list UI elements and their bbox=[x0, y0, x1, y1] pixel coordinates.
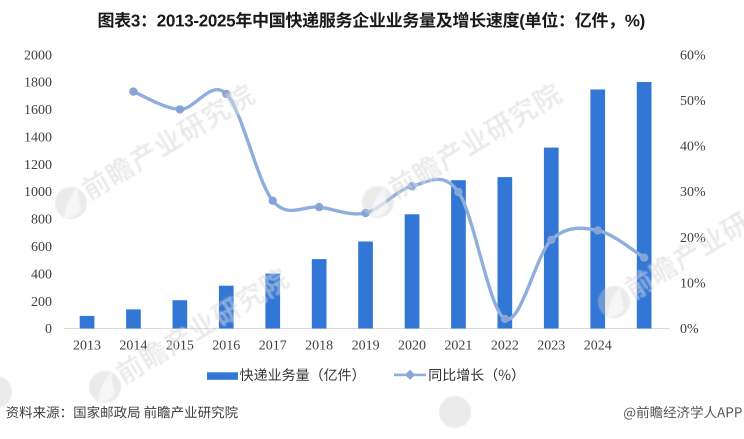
svg-text:30%: 30% bbox=[680, 185, 706, 200]
svg-text:40%: 40% bbox=[680, 140, 706, 155]
svg-text:50%: 50% bbox=[680, 94, 706, 109]
svg-text:1600: 1600 bbox=[24, 103, 52, 118]
svg-text:2020: 2020 bbox=[398, 338, 426, 353]
svg-text:2022: 2022 bbox=[491, 338, 519, 353]
svg-text:2017: 2017 bbox=[259, 338, 287, 353]
svg-text:2013: 2013 bbox=[73, 338, 101, 353]
svg-text:10%: 10% bbox=[680, 277, 706, 292]
svg-text:2023: 2023 bbox=[537, 338, 565, 353]
svg-text:200: 200 bbox=[31, 295, 52, 310]
svg-text:60%: 60% bbox=[680, 48, 706, 63]
svg-text:0: 0 bbox=[45, 322, 52, 337]
svg-text:2019: 2019 bbox=[352, 338, 380, 353]
svg-text:800: 800 bbox=[31, 213, 52, 228]
svg-text:2014: 2014 bbox=[119, 338, 147, 353]
svg-text:0%: 0% bbox=[680, 322, 699, 337]
svg-text:2018: 2018 bbox=[305, 338, 333, 353]
svg-text:2021: 2021 bbox=[444, 338, 472, 353]
svg-text:2016: 2016 bbox=[212, 338, 240, 353]
svg-text:2000: 2000 bbox=[24, 48, 52, 63]
svg-text:2024: 2024 bbox=[584, 338, 612, 353]
svg-text:600: 600 bbox=[31, 240, 52, 255]
svg-text:1800: 1800 bbox=[24, 76, 52, 91]
svg-text:400: 400 bbox=[31, 267, 52, 282]
svg-text:1200: 1200 bbox=[24, 158, 52, 173]
svg-text:1400: 1400 bbox=[24, 131, 52, 146]
svg-text:1000: 1000 bbox=[24, 185, 52, 200]
